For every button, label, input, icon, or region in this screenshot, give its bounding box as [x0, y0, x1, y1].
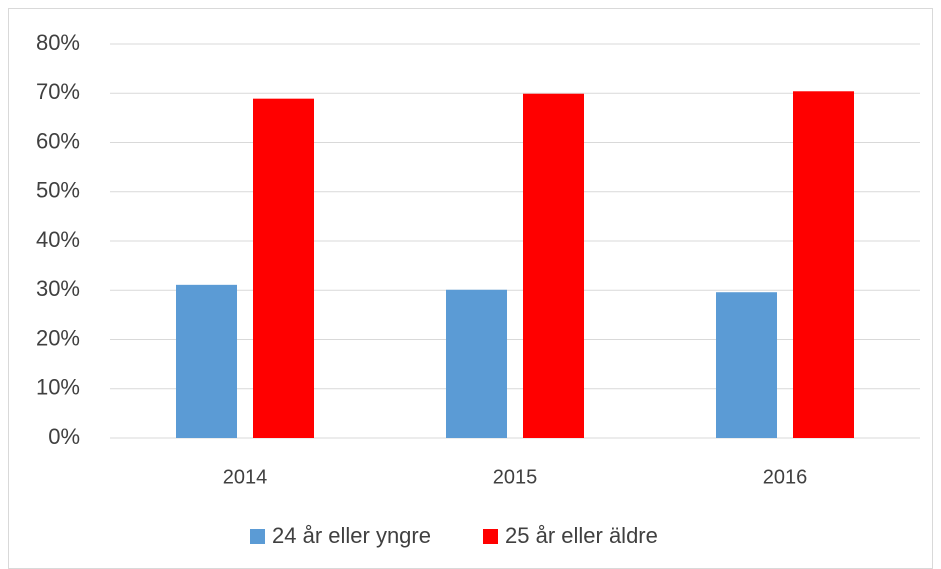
legend-label: 24 år eller yngre: [272, 523, 431, 548]
chart-border: [8, 8, 933, 569]
y-tick-label: 10%: [36, 375, 80, 400]
bar: [253, 98, 314, 438]
y-tick-label: 40%: [36, 227, 80, 252]
bar: [523, 93, 584, 439]
bar: [793, 91, 854, 438]
x-tick-label: 2016: [763, 466, 808, 488]
y-tick-label: 70%: [36, 79, 80, 104]
legend-label: 25 år eller äldre: [505, 523, 658, 548]
x-tick-label: 2015: [493, 466, 538, 488]
bar: [716, 292, 777, 438]
bar: [446, 289, 507, 438]
y-tick-label: 0%: [48, 424, 80, 449]
legend-swatch: [250, 529, 265, 544]
legend-swatch: [483, 529, 498, 544]
y-tick-label: 20%: [36, 325, 80, 350]
y-tick-label: 30%: [36, 276, 80, 301]
y-tick-label: 80%: [36, 30, 80, 55]
y-tick-label: 60%: [36, 128, 80, 153]
y-tick-label: 50%: [36, 178, 80, 203]
x-tick-label: 2014: [223, 466, 268, 488]
bar: [176, 284, 237, 438]
